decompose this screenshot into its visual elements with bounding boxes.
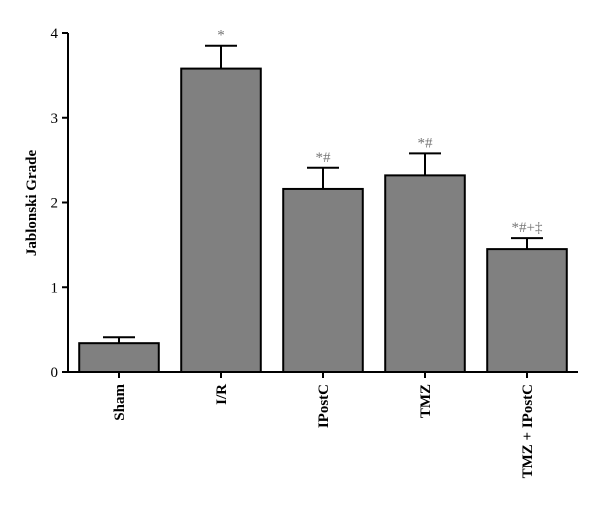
- x-tick-label: IPostC: [316, 384, 332, 428]
- significance-label: *#: [418, 135, 434, 151]
- y-tick-label: 2: [51, 196, 59, 212]
- significance-label: *: [217, 28, 225, 44]
- y-tick-label: 0: [51, 365, 59, 381]
- bar: [384, 174, 466, 373]
- bar: [486, 248, 568, 373]
- bar: [78, 342, 160, 373]
- x-tick-label: TMZ + IPostC: [520, 384, 536, 478]
- y-tick-label: 1: [51, 280, 59, 296]
- y-tick-label: 4: [51, 26, 59, 42]
- bar: [282, 187, 364, 373]
- x-tick-label: I/R: [214, 384, 230, 405]
- y-tick-label: 3: [51, 111, 59, 127]
- y-axis-label: Jablonski Grade: [24, 150, 40, 257]
- x-tick-label: Sham: [112, 384, 128, 421]
- significance-label: *#: [316, 150, 332, 166]
- x-tick-label: TMZ: [418, 384, 434, 418]
- significance-label: *#+‡: [512, 220, 543, 236]
- bar: [180, 67, 262, 373]
